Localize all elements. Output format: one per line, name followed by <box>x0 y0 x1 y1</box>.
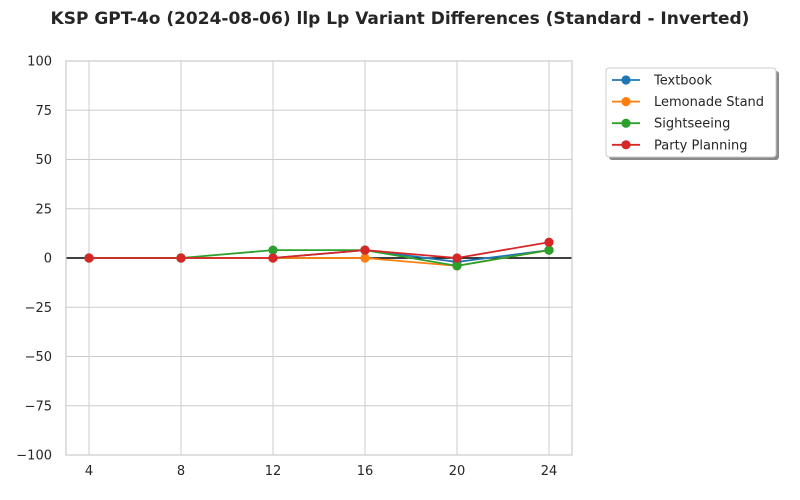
legend-marker <box>621 140 631 150</box>
y-tick-label: 0 <box>44 252 52 267</box>
data-point <box>452 261 462 271</box>
data-point <box>176 253 186 263</box>
x-axis-ticks: 4 8 12 16 20 24 <box>85 464 557 479</box>
legend-marker <box>621 75 631 85</box>
data-point <box>544 237 554 247</box>
x-tick-label: 16 <box>357 464 374 479</box>
plot-frame <box>65 60 573 456</box>
x-tick-label: 20 <box>449 464 466 479</box>
series-group <box>84 237 554 271</box>
series-textbook <box>84 245 554 267</box>
legend-marker <box>621 97 631 107</box>
x-tick-label: 24 <box>541 464 558 479</box>
legend-label: Sightseeing <box>654 117 730 132</box>
x-tick-label: 12 <box>265 464 282 479</box>
data-point <box>452 253 462 263</box>
y-tick-label: −100 <box>16 449 52 464</box>
y-tick-label: −50 <box>25 350 52 365</box>
x-tick-label: 8 <box>177 464 185 479</box>
data-point <box>84 253 94 263</box>
series-line <box>89 249 550 263</box>
y-tick-label: 100 <box>27 55 52 70</box>
legend-label: Party Planning <box>654 138 748 153</box>
data-point <box>268 245 278 255</box>
y-axis-ticks: −100 −75 −50 −25 0 25 50 75 100 <box>16 55 52 464</box>
legend-label: Textbook <box>653 74 712 89</box>
y-tick-label: −25 <box>25 301 52 316</box>
legend: Textbook Lemonade Stand Sightseeing Party P… <box>605 67 779 160</box>
series-line <box>89 241 550 259</box>
legend-box <box>605 67 777 158</box>
legend-label: Lemonade Stand <box>654 95 764 110</box>
y-tick-label: 75 <box>35 104 52 119</box>
data-point <box>360 245 370 255</box>
series-party-planning <box>84 237 554 263</box>
data-point <box>544 245 554 255</box>
x-tick-label: 4 <box>85 464 93 479</box>
chart-title: KSP GPT-4o (2024-08-06) llp Lp Variant D… <box>51 9 750 29</box>
data-point <box>360 253 370 263</box>
legend-marker <box>621 118 631 128</box>
y-tick-label: 50 <box>35 153 52 168</box>
y-tick-label: 25 <box>35 202 52 217</box>
y-tick-label: −75 <box>25 399 52 414</box>
data-point <box>268 253 278 263</box>
